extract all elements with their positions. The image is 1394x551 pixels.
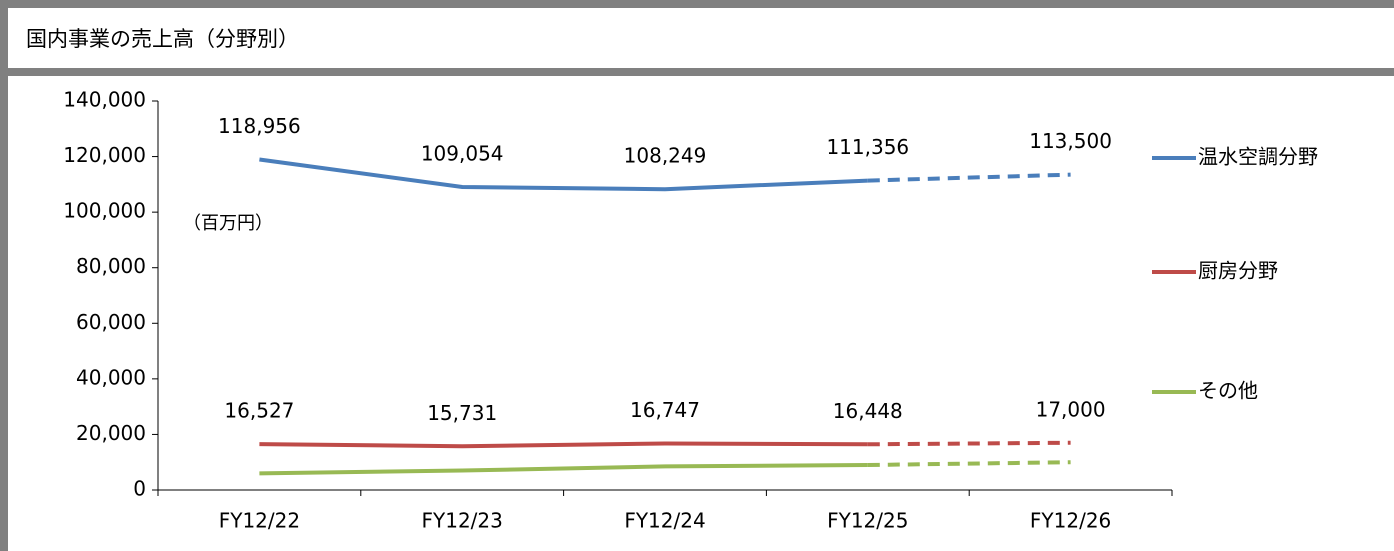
- frame-divider: [0, 68, 1394, 76]
- y-tick-label: 20,000: [76, 421, 146, 445]
- unit-label: （百万円）: [183, 213, 273, 234]
- y-tick-label: 80,000: [76, 254, 146, 278]
- frame-left: [0, 0, 8, 551]
- x-tick-label: FY12/25: [827, 509, 908, 533]
- data-label: 113,500: [1029, 129, 1112, 153]
- line: [259, 157, 868, 192]
- line: [259, 441, 868, 449]
- forecast-line: [867, 172, 1071, 183]
- x-tick-label: FY12/26: [1030, 509, 1111, 533]
- legend-label: 厨房分野: [1198, 259, 1278, 283]
- legend-label: 温水空調分野: [1198, 145, 1318, 169]
- data-label: 16,747: [630, 398, 700, 422]
- data-label: 109,054: [421, 141, 504, 165]
- y-tick-label: 60,000: [76, 310, 146, 334]
- frame-top: [0, 0, 1394, 8]
- data-label: 108,249: [624, 144, 707, 168]
- data-label: 16,448: [833, 399, 903, 423]
- data-label: 16,527: [224, 399, 294, 423]
- line: [259, 462, 868, 476]
- legend-label: その他: [1198, 379, 1258, 403]
- y-tick-label: 120,000: [63, 143, 146, 167]
- forecast-line: [867, 440, 1071, 447]
- data-label: 17,000: [1036, 397, 1106, 421]
- data-label: 15,731: [427, 401, 497, 425]
- x-tick-label: FY12/24: [624, 509, 705, 533]
- data-label: 111,356: [826, 135, 909, 159]
- y-tick-label: 100,000: [63, 199, 146, 223]
- y-tick-label: 0: [133, 477, 146, 501]
- forecast-line: [867, 460, 1071, 467]
- y-tick-label: 140,000: [63, 88, 146, 112]
- y-tick-label: 40,000: [76, 365, 146, 389]
- data-label: 118,956: [218, 114, 301, 138]
- x-tick-label: FY12/23: [422, 509, 503, 533]
- x-tick-label: FY12/22: [219, 509, 300, 533]
- chart-title: 国内事業の売上高（分野別）: [26, 27, 299, 51]
